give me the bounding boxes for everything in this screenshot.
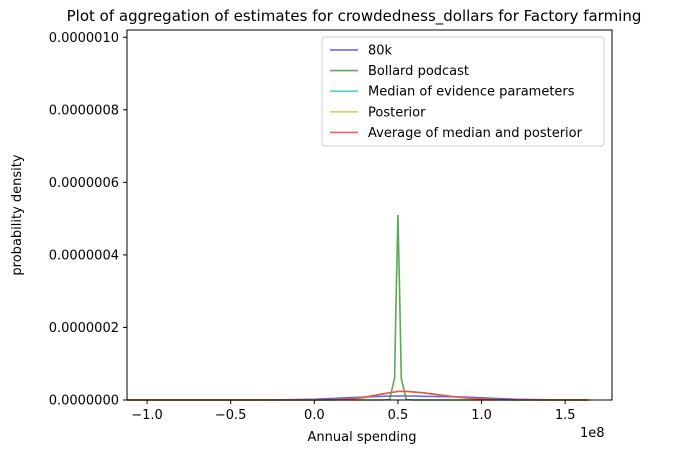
legend-label-4: Average of median and posterior xyxy=(368,126,583,141)
x-tick-label-2: 0.0 xyxy=(304,408,325,423)
y-tick-label-5: 0.0000010 xyxy=(49,31,119,46)
legend-label-1: Bollard podcast xyxy=(368,64,469,79)
legend-label-3: Posterior xyxy=(368,105,426,120)
legend-label-0: 80k xyxy=(368,44,393,59)
y-tick-label-0: 0.0000000 xyxy=(49,394,119,409)
x-axis-label: Annual spending xyxy=(308,430,417,445)
chart-title: Plot of aggregation of estimates for cro… xyxy=(67,7,642,26)
x-tick-label-4: 1.0 xyxy=(471,408,492,423)
y-axis-label: probability density xyxy=(10,154,25,275)
y-tick-label-3: 0.0000006 xyxy=(49,176,119,191)
x-offset-label: 1e8 xyxy=(580,426,605,441)
legend-label-2: Median of evidence parameters xyxy=(368,85,575,100)
x-axis: −1.0 −0.5 0.0 0.5 1.0 1.5 xyxy=(131,400,576,423)
y-tick-label-4: 0.0000008 xyxy=(49,103,119,118)
x-tick-label-0: −1.0 xyxy=(131,408,163,423)
x-tick-label-5: 1.5 xyxy=(555,408,576,423)
plot-border xyxy=(126,29,613,401)
x-tick-label-3: 0.5 xyxy=(388,408,409,423)
y-axis: 0.0000000 0.0000002 0.0000004 0.0000006 0.00… xyxy=(49,31,127,409)
legend: 80k Bollard podcast Median of evidence par… xyxy=(321,36,605,147)
x-tick-label-1: −0.5 xyxy=(215,408,247,423)
y-tick-label-1: 0.0000002 xyxy=(49,321,119,336)
legend-box xyxy=(321,36,605,147)
y-tick-label-2: 0.0000004 xyxy=(49,248,119,263)
